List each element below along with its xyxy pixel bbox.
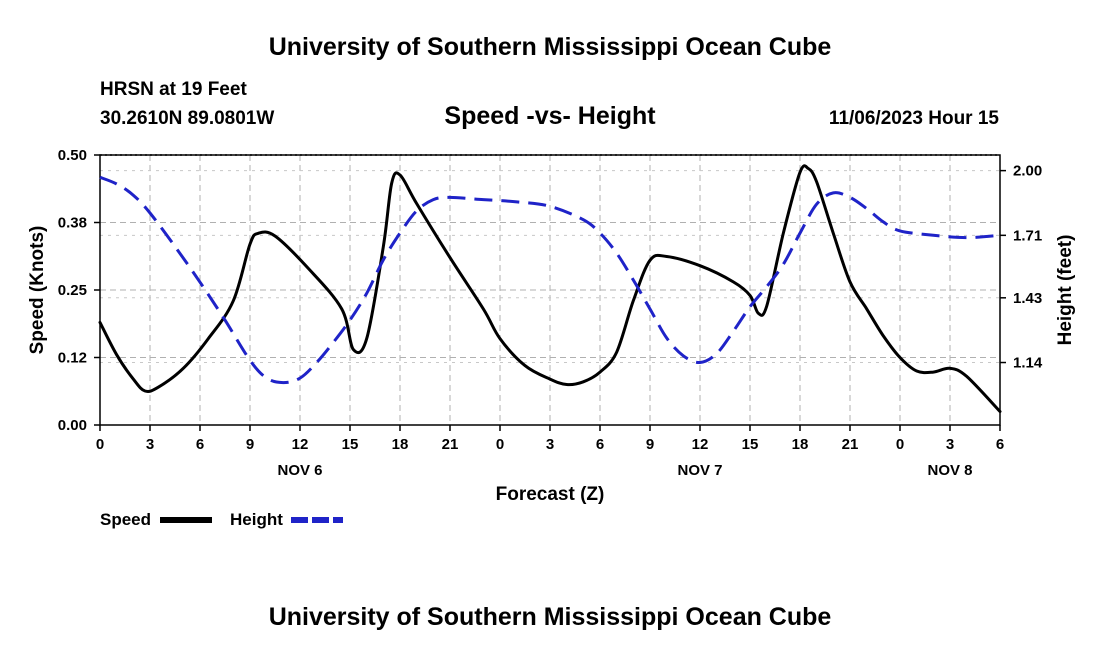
plot-frame: [99, 154, 1001, 426]
x-tick-label: 0: [896, 436, 904, 453]
y2-axis-label: Height (feet): [1055, 235, 1076, 346]
x-tick-label: 12: [692, 436, 709, 453]
grid-lines: [100, 154, 1000, 425]
station-label: HRSN at 19 Feet: [100, 79, 247, 100]
y2-tick-label: 2.00: [1013, 163, 1042, 180]
x-tick-label: 3: [546, 436, 554, 453]
y-tick-label: 0.00: [58, 417, 87, 434]
chart-subtitle: Speed -vs- Height: [444, 102, 656, 130]
x-tick-label: 6: [596, 436, 604, 453]
x-tick-label: 6: [996, 436, 1004, 453]
y-tick-label: 0.50: [58, 147, 87, 164]
axis-ticks: 0 3 6 9 12 15 18 21 0 3 6 9 12 15 18 21 0 3 6 0.00 0.12 0.25 0…: [58, 147, 1043, 479]
legend-speed-label: Speed: [100, 510, 151, 529]
x-axis-label: Forecast (Z): [496, 484, 605, 505]
x-tick-label: 15: [342, 436, 359, 453]
x-tick-label: 21: [442, 436, 459, 453]
x-tick-label: 21: [842, 436, 859, 453]
x-tick-label: 9: [646, 436, 654, 453]
y2-tick-label: 1.71: [1013, 227, 1042, 244]
y2-tick-label: 1.14: [1013, 355, 1043, 372]
series-line-speed: [98, 164, 1002, 413]
y-tick-label: 0.38: [58, 215, 87, 232]
x-tick-label: 9: [246, 436, 254, 453]
y2-tick-label: 1.43: [1013, 290, 1042, 307]
x-tick-label: 18: [792, 436, 809, 453]
x-tick-label: 12: [292, 436, 309, 453]
date-label: NOV 6: [277, 462, 322, 479]
series-line-height: [99, 175, 1001, 385]
y-tick-label: 0.25: [58, 282, 87, 299]
x-tick-label: 15: [742, 436, 759, 453]
x-tick-label: 0: [96, 436, 104, 453]
footer-title: University of Southern Mississippi Ocean…: [269, 603, 832, 631]
y-axis-label: Speed (Knots): [27, 226, 48, 355]
x-tick-label: 0: [496, 436, 504, 453]
x-tick-label: 3: [146, 436, 154, 453]
y-tick-label: 0.12: [58, 350, 87, 367]
x-tick-label: 18: [392, 436, 409, 453]
location-label: 30.2610N 89.0801W: [100, 108, 274, 129]
date-label: NOV 7: [677, 462, 722, 479]
legend-height-label: Height: [230, 510, 283, 529]
x-tick-label: 6: [196, 436, 204, 453]
series-lines: [98, 164, 1002, 413]
legend: Speed Height: [100, 510, 343, 529]
forecast-timestamp: 11/06/2023 Hour 15: [829, 108, 999, 129]
date-label: NOV 8: [927, 462, 972, 479]
chart-main-title: University of Southern Mississippi Ocean…: [269, 33, 832, 61]
x-tick-label: 3: [946, 436, 954, 453]
